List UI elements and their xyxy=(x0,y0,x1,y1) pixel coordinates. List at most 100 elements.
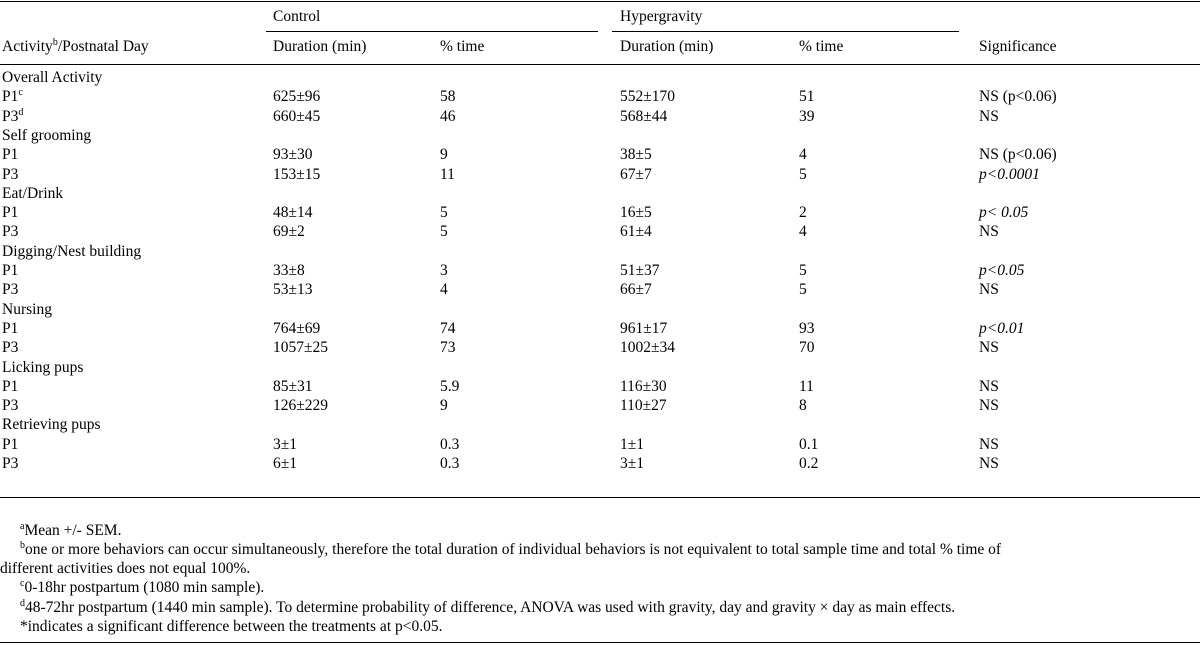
footnote-star: *indicates a significant difference betw… xyxy=(20,618,443,635)
control-percent-cell: 5.9 xyxy=(440,377,460,395)
day-cell: P3 xyxy=(2,339,19,357)
table-row: P3 69±2 5 61±4 4 NS xyxy=(0,222,1200,242)
table-row: P1 48±14 5 16±5 2 p< 0.05 xyxy=(0,203,1200,223)
footnote-b-continued: different activities does not equal 100%… xyxy=(0,560,251,577)
hypergravity-percent-header: % time xyxy=(799,38,844,55)
hypergravity-duration-cell: 1002±34 xyxy=(620,339,676,357)
table-row: P1 85±31 5.9 116±30 11 NS xyxy=(0,377,1200,397)
control-duration-header: Duration (min) xyxy=(273,38,367,55)
control-percent-cell: 5 xyxy=(440,204,448,222)
control-duration-cell: 126±229 xyxy=(273,397,329,415)
hypergravity-percent-cell: 0.1 xyxy=(799,435,819,453)
control-duration-cell: 93±30 xyxy=(273,146,313,164)
table-row: P3 126±229 9 110±27 8 NS xyxy=(0,396,1200,416)
hypergravity-percent-cell: 70 xyxy=(799,339,815,357)
hypergravity-percent-cell: 11 xyxy=(799,377,814,395)
day-cell: P3 xyxy=(2,455,19,472)
group-header-hypergravity: Hypergravity xyxy=(620,8,703,25)
significance-cell: NS xyxy=(979,435,999,453)
hypergravity-percent-cell: 4 xyxy=(799,223,807,241)
control-percent-cell: 9 xyxy=(440,146,448,164)
control-duration-cell: 3±1 xyxy=(273,435,298,453)
control-percent-cell: 46 xyxy=(440,107,456,125)
body-bottom-rule xyxy=(0,497,1200,498)
footnote-a: aMean +/- SEM. xyxy=(20,520,122,539)
day-cell: P1 xyxy=(2,435,19,453)
bottom-rule xyxy=(0,642,1200,643)
control-percent-cell: 74 xyxy=(440,319,456,337)
control-duration-cell: 48±14 xyxy=(273,204,313,222)
control-percent-cell: 9 xyxy=(440,397,448,415)
significance-cell: NS (p<0.06) xyxy=(979,88,1057,106)
control-duration-cell: 6±1 xyxy=(273,455,298,472)
hypergravity-duration-cell: 38±5 xyxy=(620,146,652,164)
hypergravity-percent-cell: 5 xyxy=(799,165,807,183)
group-row: Licking pups xyxy=(0,358,1200,378)
significance-header: Significance xyxy=(979,38,1057,55)
significance-cell: p< 0.05 xyxy=(979,204,1029,222)
control-duration-cell: 53±13 xyxy=(273,281,313,299)
significance-cell: NS xyxy=(979,455,999,472)
top-rule xyxy=(0,1,1200,2)
control-duration-cell: 69±2 xyxy=(273,223,305,241)
hypergravity-duration-cell: 66±7 xyxy=(620,281,652,299)
table-row: P3 153±15 11 67±7 5 p<0.0001 xyxy=(0,165,1200,185)
significance-cell: NS xyxy=(979,339,999,357)
hypergravity-duration-cell: 568±44 xyxy=(620,107,668,125)
day-cell: P1 xyxy=(2,146,19,164)
control-duration-cell: 1057±25 xyxy=(273,339,329,357)
hypergravity-duration-cell: 116±30 xyxy=(620,377,667,395)
control-percent-cell: 3 xyxy=(440,262,448,279)
hypergravity-duration-cell: 16±5 xyxy=(620,204,652,222)
group-label: Licking pups xyxy=(2,358,84,376)
hypergravity-duration-cell: 51±37 xyxy=(620,262,660,279)
group-row: Overall Activity xyxy=(0,68,1200,88)
hypergravity-percent-cell: 8 xyxy=(799,397,807,415)
day-cell: P1 xyxy=(2,377,19,395)
day-cell: P3 xyxy=(2,165,19,183)
control-percent-cell: 0.3 xyxy=(440,455,460,472)
group-header-control: Control xyxy=(273,8,321,25)
day-cell: P1 xyxy=(2,319,19,337)
control-duration-cell: 660±45 xyxy=(273,107,321,125)
group-label: Nursing xyxy=(2,300,52,318)
hypergravity-duration-cell: 67±7 xyxy=(620,165,652,183)
control-percent-cell: 11 xyxy=(440,165,455,183)
table-row: P1 93±30 9 38±5 4 NS (p<0.06) xyxy=(0,145,1200,165)
group-label: Overall Activity xyxy=(2,69,103,86)
group-label: Eat/Drink xyxy=(2,184,64,202)
group-row: Eat/Drink xyxy=(0,184,1200,204)
hypergravity-duration-cell: 552±170 xyxy=(620,88,676,106)
table-row: P1 764±69 74 961±17 93 p<0.01 xyxy=(0,319,1200,339)
table-row: P1 33±8 3 51±37 5 p<0.05 xyxy=(0,261,1200,281)
hypergravity-percent-cell: 2 xyxy=(799,204,807,222)
hypergravity-percent-cell: 39 xyxy=(799,107,815,125)
footnote-c: c0-18hr postpartum (1080 min sample). xyxy=(20,577,265,596)
day-cell: P3 xyxy=(2,223,19,241)
significance-cell: p<0.0001 xyxy=(979,165,1040,183)
significance-cell: NS (p<0.06) xyxy=(979,146,1057,164)
header-rule xyxy=(0,64,1200,65)
hypergravity-percent-cell: 0.2 xyxy=(799,455,819,472)
hypergravity-duration-cell: 110±27 xyxy=(620,397,667,415)
hypergravity-percent-cell: 5 xyxy=(799,281,807,299)
table-row: P3 6±1 0.3 3±1 0.2 NS xyxy=(0,454,1200,474)
group-row: Retrieving pups xyxy=(0,415,1200,435)
group-label: Retrieving pups xyxy=(2,416,101,434)
hypergravity-duration-cell: 61±4 xyxy=(620,223,652,241)
hypergravity-duration-cell: 961±17 xyxy=(620,319,668,337)
group-row: Nursing xyxy=(0,300,1200,320)
table-row: P1 3±1 0.3 1±1 0.1 NS xyxy=(0,435,1200,455)
hypergravity-duration-cell: 1±1 xyxy=(620,435,645,453)
day-cell: P1 xyxy=(2,204,19,222)
group-row: Digging/Nest building xyxy=(0,242,1200,262)
control-span-rule xyxy=(266,31,598,32)
hypergravity-percent-cell: 93 xyxy=(799,319,815,337)
table-row: P3 1057±25 73 1002±34 70 NS xyxy=(0,338,1200,358)
control-duration-cell: 625±96 xyxy=(273,88,321,106)
control-duration-cell: 33±8 xyxy=(273,262,305,279)
significance-cell: NS xyxy=(979,377,999,395)
control-duration-cell: 764±69 xyxy=(273,319,321,337)
hypergravity-percent-cell: 51 xyxy=(799,88,815,106)
